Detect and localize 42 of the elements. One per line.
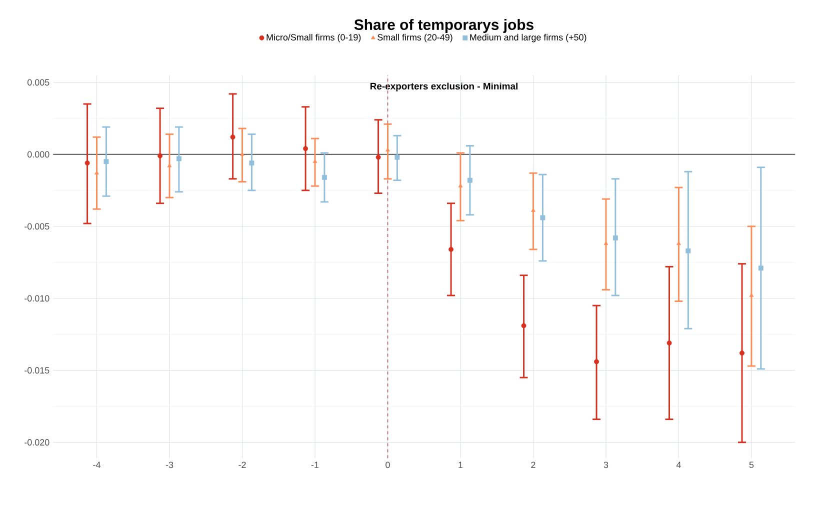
y-tick-label: -0.010 bbox=[24, 295, 50, 302]
y-tick-label: -0.020 bbox=[24, 439, 50, 446]
point bbox=[448, 246, 454, 252]
point bbox=[594, 359, 600, 364]
point bbox=[394, 154, 400, 160]
point bbox=[686, 248, 691, 254]
point bbox=[740, 350, 744, 356]
text: Re-exporters exclusion - Minimal bbox=[370, 82, 518, 92]
x-tick-label: 4 bbox=[676, 462, 681, 468]
point bbox=[158, 153, 163, 158]
point bbox=[376, 154, 381, 160]
x-tick-label: 1 bbox=[458, 462, 463, 468]
x-tick-label: 5 bbox=[749, 462, 754, 468]
point bbox=[521, 323, 526, 328]
point bbox=[249, 160, 254, 166]
point bbox=[84, 160, 90, 166]
point bbox=[612, 235, 618, 240]
x-tick-label: -4 bbox=[93, 462, 100, 468]
x-tick-label: -1 bbox=[311, 462, 319, 468]
point bbox=[230, 134, 236, 140]
point bbox=[176, 156, 182, 162]
legend-label: Micro/Small firms (0-19) bbox=[266, 34, 361, 42]
x-tick-label: 3 bbox=[604, 462, 608, 468]
legend-label: Small firms (20-49) bbox=[378, 34, 452, 42]
point bbox=[104, 159, 109, 164]
chart-title: Share of temporarys jobs bbox=[354, 19, 534, 33]
point bbox=[322, 174, 327, 180]
x-tick-label: -3 bbox=[166, 462, 174, 468]
x-tick-label: 0 bbox=[386, 462, 390, 468]
y-tick-label: 0.000 bbox=[28, 151, 50, 158]
point bbox=[758, 266, 764, 271]
y-tick-label: 0.005 bbox=[28, 79, 50, 86]
y-tick-label: -0.015 bbox=[24, 367, 50, 374]
point bbox=[666, 340, 672, 346]
point bbox=[540, 215, 546, 220]
point bbox=[458, 184, 463, 188]
y-tick-label: -0.005 bbox=[24, 223, 50, 230]
point bbox=[467, 178, 472, 183]
point bbox=[303, 146, 308, 152]
legend-label: Medium and large firms (+50) bbox=[470, 34, 586, 42]
x-tick-label: -2 bbox=[238, 462, 246, 468]
x-tick-label: 2 bbox=[531, 462, 536, 468]
